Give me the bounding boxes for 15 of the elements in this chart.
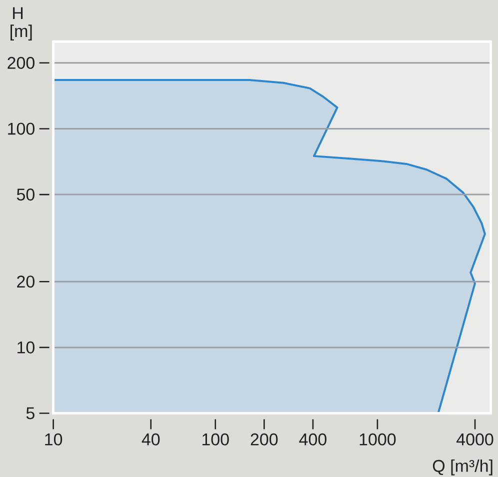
y-tick-label: 10 <box>18 341 34 354</box>
y-axis-title: H [m] <box>10 7 32 40</box>
x-axis-title: Q [m³/h] <box>432 459 492 476</box>
x-tick-label: 4000 <box>456 433 494 446</box>
x-tick-label: 1000 <box>360 433 396 446</box>
y-tick-label: 5 <box>26 407 34 420</box>
x-tick-label: 40 <box>142 433 160 446</box>
x-tick-label: 10 <box>45 433 62 446</box>
y-tick-label: 100 <box>8 122 34 135</box>
x-tick-label: 400 <box>299 433 326 446</box>
y-tick-label: 50 <box>16 188 34 201</box>
x-tick-label: 100 <box>202 433 229 446</box>
y-tick-label: 20 <box>17 276 34 288</box>
y-tick-label: 200 <box>8 56 34 69</box>
x-tick-label: 200 <box>250 433 278 446</box>
